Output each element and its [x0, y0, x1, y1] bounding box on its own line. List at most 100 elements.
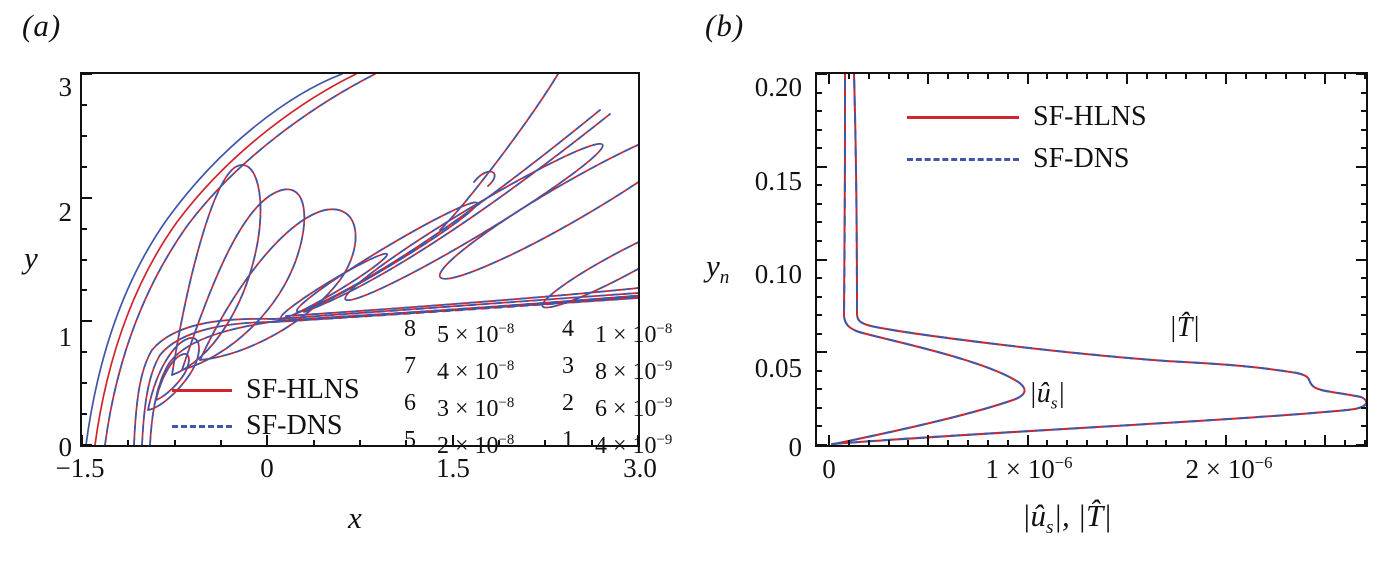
curve-label-us-p2: | — [1057, 378, 1066, 409]
legend-a-hlns-line — [172, 388, 232, 392]
panel-b-curves — [831, 74, 1366, 445]
level-val: 2 × 10−8 — [425, 425, 553, 462]
level-val-exp: −9 — [656, 395, 673, 411]
level-val: 6 × 10−9 — [583, 388, 703, 425]
panel-b-x-axis-label: |ûs|, |T̂| — [1022, 498, 1112, 539]
contour-boundary-band-dns-overlay — [276, 294, 638, 323]
b-y-tick-wrap-015: 0.15 — [730, 166, 802, 197]
b-x-tick-1: 1 × 10−6 — [985, 453, 1072, 485]
legend-a-dns-label: SF-DNS — [246, 410, 343, 441]
level-val-exp: −8 — [498, 358, 515, 374]
level-val: 4 × 10−8 — [425, 351, 553, 388]
panel-a-x-axis-label: x — [348, 500, 362, 535]
a-y-tick-0: 0 — [58, 432, 73, 462]
contour-lines-dns-overlay — [104, 74, 638, 445]
a-x-tick-3: 3.0 — [623, 453, 657, 483]
contour-level-table: 8 5 × 10−8 4 1 × 10−8 7 4 × 10−8 3 8 × 1… — [395, 314, 703, 462]
level-val-exp: −8 — [498, 395, 515, 411]
a-y-tick-1: 1 — [58, 322, 73, 352]
b-x-label-p1: |û — [1022, 498, 1047, 533]
level-val: 3 × 10−8 — [425, 388, 553, 425]
a-y-tick-wrap-3: 3 — [0, 72, 73, 103]
level-num: 6 — [404, 390, 416, 416]
b-x-tick-2-base: 2 × 10 — [1185, 454, 1255, 484]
level-num: 4 — [562, 316, 574, 342]
level-val: 1 × 10−8 — [583, 314, 703, 351]
panel-a-label: (a) — [22, 8, 62, 43]
b-y-label-main: y — [706, 248, 720, 283]
panel-a-contours — [85, 74, 638, 445]
curve-label-us-p1: |û — [1029, 378, 1051, 409]
legend-b-dns-label: SF-DNS — [1033, 143, 1130, 174]
level-val-base: 4 × 10 — [595, 433, 657, 459]
level-num: 3 — [562, 353, 574, 379]
level-num: 2 — [562, 390, 574, 416]
a-y-tick-wrap-1: 1 — [0, 322, 73, 353]
b-y-tick-wrap-020: 0.20 — [730, 72, 802, 103]
legend-b-row-hlns: SF-HLNS — [907, 96, 1147, 138]
b-x-tick-2: 2 × 10−6 — [1185, 453, 1272, 485]
panel-b-y-axis-label: yn — [706, 248, 729, 289]
b-x-tick-0-base: 0 — [822, 454, 836, 484]
level-val-base: 2 × 10 — [437, 433, 499, 459]
level-val-base: 3 × 10 — [437, 396, 499, 422]
panel-a-plot — [80, 72, 640, 447]
panel-b-legend: SF-HLNS SF-DNS — [907, 96, 1147, 180]
panel-a-legend: SF-HLNS SF-DNS — [172, 372, 360, 444]
legend-a-dns-line — [172, 424, 232, 428]
b-y-tick-wrap-005: 0.05 — [730, 353, 802, 384]
b-x-tick-1-exp: −6 — [1054, 453, 1073, 472]
a-y-tick-wrap-2: 2 — [0, 197, 73, 228]
level-val-base: 8 × 10 — [595, 359, 657, 385]
legend-b-hlns-line — [907, 115, 1019, 119]
contour-shock-dns — [85, 74, 343, 445]
a-y-tick-wrap-0: 0 — [0, 432, 73, 463]
contour-shock-hlns — [94, 74, 357, 445]
legend-b-row-dns: SF-DNS — [907, 138, 1147, 180]
b-x-tick-0: 0 — [822, 453, 836, 485]
b-x-tick-1-base: 1 × 10 — [985, 454, 1055, 484]
legend-b-hlns-label: SF-HLNS — [1033, 101, 1147, 132]
level-num: 1 — [562, 427, 574, 453]
b-x-label-sub: s — [1046, 517, 1054, 539]
level-num: 5 — [404, 427, 416, 453]
b-y-tick-015: 0.15 — [754, 166, 802, 196]
level-val-base: 5 × 10 — [437, 322, 499, 348]
b-y-tick-wrap-0: 0 — [730, 432, 803, 463]
level-val: 4 × 10−9 — [583, 425, 703, 462]
level-val: 8 × 10−9 — [583, 351, 703, 388]
panel-b-label: (b) — [705, 8, 745, 43]
legend-a-row-hlns: SF-HLNS — [172, 372, 360, 408]
b-y-tick-005: 0.05 — [754, 353, 802, 383]
curve-label-us: |ûs| — [1029, 378, 1065, 414]
level-num: 8 — [404, 316, 416, 342]
panel-b-plot: |T̂| |ûs| SF-HLNS SF-DNS — [815, 72, 1368, 447]
level-val-exp: −8 — [656, 321, 673, 337]
level-val-base: 4 × 10 — [437, 359, 499, 385]
level-val-exp: −8 — [498, 321, 515, 337]
curve-label-us-sub: s — [1050, 393, 1058, 413]
b-x-tick-2-exp: −6 — [1254, 453, 1273, 472]
b-y-tick-0: 0 — [788, 432, 803, 462]
profile-curves-dns-overlay — [831, 74, 1366, 445]
curve-label-T: |T̂| — [1169, 312, 1200, 343]
b-x-label-p2: |, |T̂| — [1053, 498, 1112, 533]
level-val-base: 1 × 10 — [595, 322, 657, 348]
a-x-tick-2: 1.5 — [436, 453, 470, 483]
legend-a-row-dns: SF-DNS — [172, 408, 360, 444]
level-val-exp: −8 — [498, 432, 515, 448]
level-val-exp: −9 — [656, 432, 673, 448]
level-val-exp: −9 — [656, 358, 673, 374]
a-x-tick-1: 0 — [260, 453, 274, 483]
a-y-tick-3: 3 — [58, 72, 73, 102]
level-num: 7 — [404, 353, 416, 379]
legend-b-dns-line — [907, 157, 1019, 161]
b-y-tick-020: 0.20 — [754, 72, 802, 102]
panel-a-y-axis-label: y — [24, 240, 38, 275]
b-y-label-sub: n — [719, 267, 730, 289]
legend-a-hlns-label: SF-HLNS — [246, 374, 360, 405]
a-x-tick-0: −1.5 — [55, 453, 105, 483]
level-val: 5 × 10−8 — [425, 314, 553, 351]
level-val-base: 6 × 10 — [595, 396, 657, 422]
